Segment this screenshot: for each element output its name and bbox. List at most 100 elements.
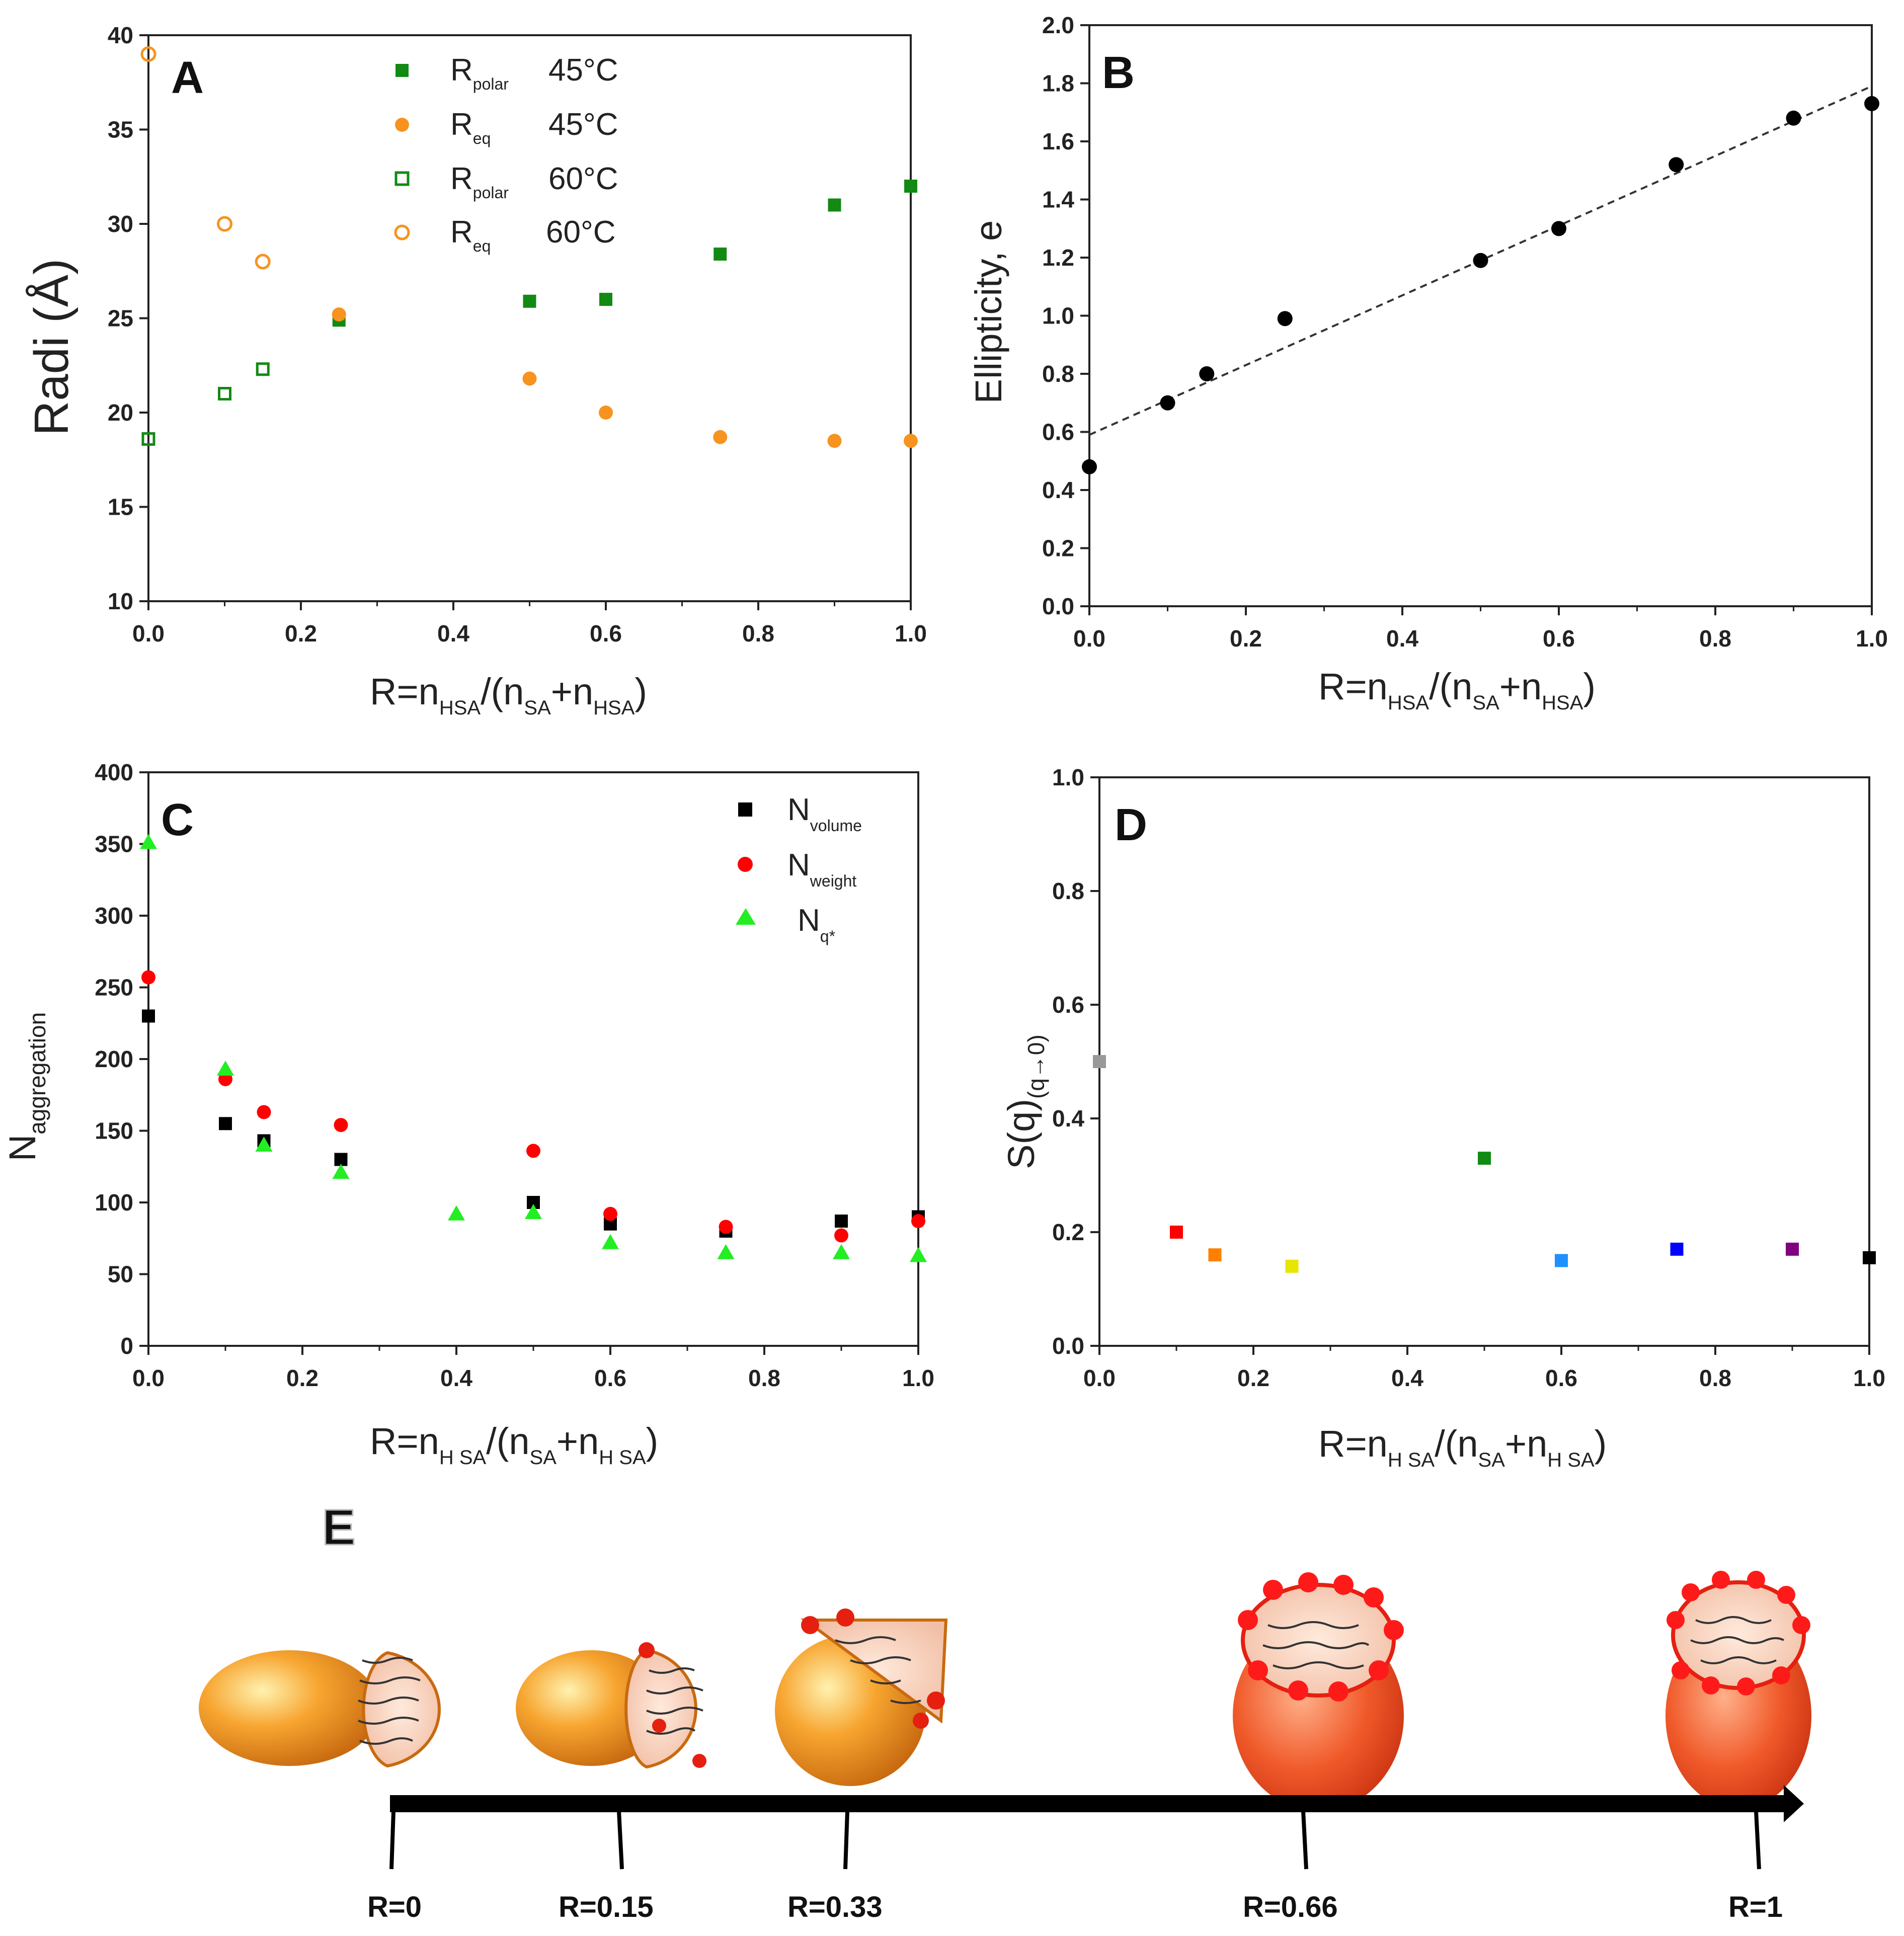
panel-e: E	[199, 1499, 1811, 1923]
r-label-033: R=0.33	[787, 1891, 883, 1923]
panel-c: 0.0 0.2 0.4 0.6 0.8 1.0 0 50 100 150 200 250 300 350 4…	[2, 759, 934, 1469]
data-point-d	[1863, 1251, 1876, 1264]
y-tick-label: 50	[108, 1261, 133, 1287]
data-point-c-s2	[140, 834, 157, 849]
micelle-r033	[775, 1608, 948, 1786]
svg-text:Req: Req	[450, 107, 491, 147]
data-point-c-s2	[833, 1244, 850, 1259]
plot-frame-a	[147, 34, 912, 602]
y-tick-label: 0.4	[1042, 477, 1074, 503]
r-label-015: R=0.15	[559, 1891, 654, 1923]
data-point-a-s0	[828, 198, 841, 212]
r-tick-033	[843, 1811, 849, 1870]
data-point-d	[1208, 1248, 1222, 1262]
panel-d-plot: 0.0 0.2 0.4 0.6 0.8 1.0 0.0 0.2 0.4 0.6 0.8 1.0	[1052, 764, 1885, 1391]
legend-sub: volume	[810, 817, 862, 835]
data-point-b	[1160, 395, 1175, 411]
y-tick-label: 25	[108, 305, 133, 332]
data-point-b	[1669, 157, 1684, 173]
legend-label: N	[787, 848, 810, 882]
legend-sub: polar	[473, 184, 509, 202]
x-tick-label: 0.4	[440, 1365, 472, 1391]
data-point-c-s1	[603, 1206, 617, 1221]
x-tick-label: 0.8	[1699, 1365, 1731, 1391]
legend-temp: 45°C	[548, 107, 618, 142]
panel-c-x-title: R=nH SA/(nSA+nH SA)	[370, 1420, 658, 1469]
data-point-a-s3	[217, 216, 232, 232]
y-tick-label: 300	[95, 903, 133, 929]
data-point-d	[1555, 1254, 1568, 1267]
data-point-c-s1	[719, 1220, 733, 1234]
data-point-a-s1	[827, 434, 842, 448]
r-arrow-shaft	[390, 1795, 1794, 1812]
plot-frame-b	[1088, 24, 1873, 607]
legend-sub: polar	[473, 75, 509, 93]
data-point-a-s1	[599, 406, 613, 420]
y-tick-label: 1.6	[1042, 128, 1074, 154]
panel-d-x-title: R=nH SA/(nSA+nH SA)	[1318, 1423, 1607, 1471]
data-point-c-s2	[448, 1205, 465, 1221]
panel-a-legend: Rpolar 45°C Req 45°C Rpolar 60°C Req 60°…	[394, 53, 618, 255]
panel-d-y-title: S(q)(q→0)	[1000, 1034, 1049, 1169]
x-tick-label: 0.4	[1386, 625, 1418, 652]
r-tick-0	[389, 1811, 395, 1870]
micelle-r015	[516, 1642, 706, 1769]
legend-marker-open-circle	[394, 224, 410, 240]
y-tick-label: 0.2	[1042, 535, 1074, 561]
data-point-c-s0	[142, 1009, 155, 1023]
micelle-r0	[199, 1650, 441, 1768]
panel-c-letter: C	[161, 795, 194, 845]
data-point-c-s2	[910, 1247, 927, 1262]
data-point-a-s0	[599, 293, 612, 306]
legend-label: R	[450, 215, 473, 250]
panel-b-y-title: Ellipticity, e	[968, 220, 1009, 404]
x-tick-label: 0.0	[132, 1365, 165, 1391]
x-tick-label: 0.6	[590, 620, 622, 647]
data-point-a-s0	[523, 294, 536, 308]
r-tick-015	[617, 1811, 624, 1870]
panel-c-plot: 0.0 0.2 0.4 0.6 0.8 1.0 0 50 100 150 200 250 300 350 4…	[95, 759, 934, 1391]
panel-a-y-title: Radi (Å)	[25, 259, 78, 436]
x-tick-label: 0.0	[132, 620, 165, 647]
data-point-b	[1082, 459, 1097, 474]
x-tick-label: 0.4	[437, 620, 469, 647]
y-tick-label: 1.2	[1042, 245, 1074, 271]
y-tick-label: 40	[108, 22, 133, 48]
legend-marker-filled-circle	[395, 118, 409, 132]
legend-item-nq: Nq*	[736, 903, 835, 945]
y-tick-label: 0.8	[1052, 878, 1084, 904]
legend-marker-filled-square	[395, 64, 409, 77]
panel-c-y-title: Naggregation	[2, 1012, 50, 1161]
y-tick-label: 0.0	[1042, 593, 1074, 619]
data-point-a-s2	[218, 387, 231, 400]
y-tick-label: 30	[108, 211, 133, 237]
data-point-b	[1864, 96, 1879, 111]
legend-sub: q*	[820, 927, 835, 945]
r-arrow-head	[1784, 1785, 1804, 1822]
legend-item-req-60: Req 60°C	[394, 215, 616, 255]
data-point-c-s2	[525, 1203, 542, 1219]
data-point-a-s1	[332, 307, 346, 321]
data-point-b	[1277, 311, 1293, 327]
data-point-b	[1551, 221, 1566, 236]
data-point-c-s1	[834, 1228, 848, 1243]
legend-label: N	[787, 792, 810, 827]
legend-temp: 45°C	[548, 53, 618, 88]
svg-text:Nvolume: Nvolume	[787, 792, 862, 835]
data-point-a-s1	[713, 430, 728, 444]
data-point-c-s2	[255, 1137, 273, 1152]
panel-a-plot: 0.0 0.2 0.4 0.6 0.8 1.0 10 15 20 25 30 35 40	[108, 22, 927, 647]
r-tick-1	[1754, 1811, 1761, 1870]
r-label-1: R=1	[1728, 1891, 1783, 1923]
svg-text:Req: Req	[450, 215, 491, 255]
data-point-b	[1473, 253, 1488, 268]
data-point-a-s2	[141, 432, 155, 446]
x-tick-label: 0.8	[1699, 625, 1731, 652]
data-point-b	[1199, 366, 1215, 381]
y-tick-label: 0.6	[1052, 992, 1084, 1018]
r-tick-066	[1301, 1811, 1308, 1870]
y-tick-label: 0	[120, 1333, 133, 1359]
data-point-c-s2	[602, 1234, 619, 1249]
data-point-c-s1	[911, 1214, 925, 1229]
